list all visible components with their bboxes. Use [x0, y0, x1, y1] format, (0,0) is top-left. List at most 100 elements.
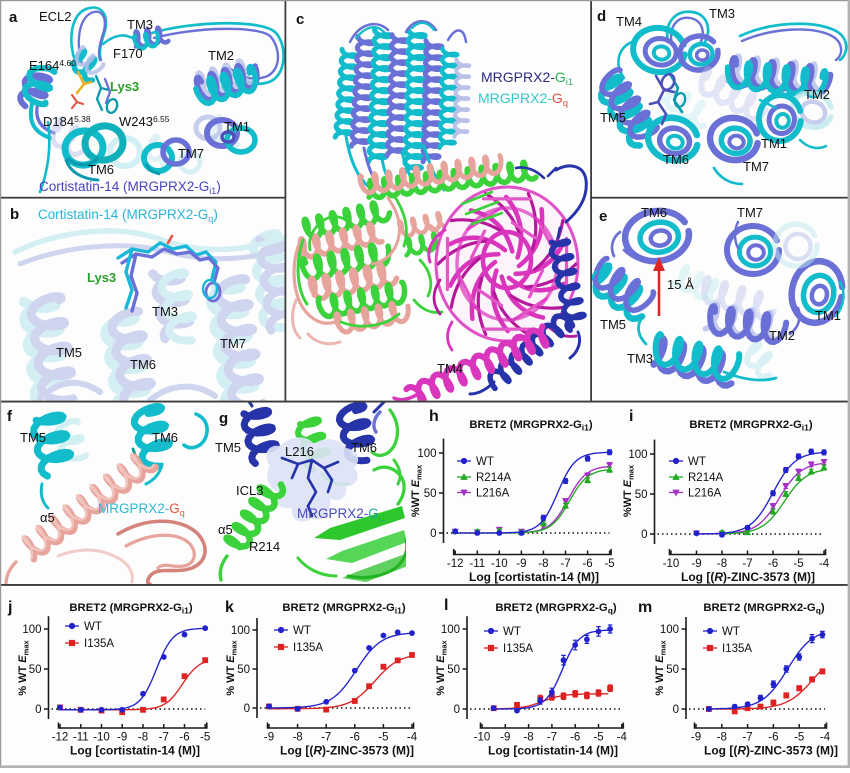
svg-text:-9: -9 [691, 732, 701, 744]
svg-text:TM5: TM5 [56, 345, 82, 360]
svg-text:50: 50 [635, 489, 648, 501]
svg-text:BRET2 (MRGPRX2-Gq): BRET2 (MRGPRX2-Gq) [495, 602, 617, 616]
svg-text:TM7: TM7 [737, 205, 763, 220]
svg-text:TM1: TM1 [224, 119, 250, 134]
svg-text:0: 0 [35, 704, 41, 716]
svg-text:TM7: TM7 [220, 336, 246, 351]
svg-text:α5: α5 [40, 510, 55, 525]
svg-text:-6: -6 [350, 732, 360, 744]
svg-text:-6: -6 [582, 558, 592, 570]
svg-text:TM5: TM5 [215, 440, 241, 455]
svg-text:k: k [225, 599, 234, 616]
svg-text:TM5: TM5 [600, 110, 626, 125]
svg-text:TM6: TM6 [641, 205, 667, 220]
svg-text:e: e [599, 208, 607, 225]
svg-text:BRET2 (MRGPRX2-Gi1): BRET2 (MRGPRX2-Gi1) [282, 602, 405, 616]
svg-text:-5: -5 [200, 732, 210, 744]
svg-text:TM5: TM5 [600, 317, 626, 332]
svg-text:TM7: TM7 [743, 159, 769, 174]
svg-text:l: l [444, 597, 448, 614]
svg-text:L216A: L216A [476, 488, 510, 500]
svg-text:BRET2 (MRGPRX2-Gq): BRET2 (MRGPRX2-Gq) [703, 602, 825, 616]
svg-text:F170: F170 [113, 46, 143, 61]
svg-text:a: a [9, 9, 18, 26]
svg-text:WT: WT [722, 626, 740, 638]
svg-text:TM6: TM6 [351, 440, 377, 455]
svg-text:WT: WT [688, 456, 706, 468]
svg-text:TM2: TM2 [208, 48, 234, 63]
svg-text:-9: -9 [516, 558, 526, 570]
svg-text:Lys3: Lys3 [87, 270, 116, 285]
svg-text:0: 0 [454, 704, 460, 716]
svg-text:-5: -5 [794, 732, 804, 744]
svg-text:0: 0 [430, 528, 436, 540]
svg-text:TM3: TM3 [127, 17, 153, 32]
svg-text:c: c [296, 11, 304, 28]
svg-text:0: 0 [673, 704, 679, 716]
svg-text:-9: -9 [691, 558, 701, 570]
svg-text:TM4: TM4 [437, 361, 463, 376]
svg-text:-8: -8 [523, 732, 533, 744]
svg-text:TM1: TM1 [761, 136, 787, 151]
svg-text:ICL3: ICL3 [236, 483, 263, 498]
svg-text:L216: L216 [285, 444, 314, 459]
svg-text:h: h [429, 408, 439, 425]
svg-text:-4: -4 [820, 732, 831, 744]
svg-text:-5: -5 [793, 558, 803, 570]
svg-text:50: 50 [29, 664, 42, 676]
svg-text:R214A: R214A [688, 472, 723, 484]
svg-text:-11: -11 [73, 732, 89, 744]
svg-text:I135A: I135A [503, 643, 533, 655]
svg-text:I135A: I135A [293, 642, 323, 654]
svg-text:-8: -8 [538, 558, 548, 570]
svg-text:50: 50 [447, 664, 460, 676]
svg-text:-7: -7 [159, 732, 169, 744]
svg-text:-10: -10 [663, 558, 680, 570]
svg-text:R214: R214 [249, 539, 280, 554]
svg-text:BRET2 (MRGPRX2-Gi1): BRET2 (MRGPRX2-Gi1) [69, 602, 192, 616]
svg-text:-8: -8 [717, 558, 727, 570]
svg-text:-8: -8 [138, 732, 148, 744]
svg-text:Log [(R)-ZINC-3573 (M)]: Log [(R)-ZINC-3573 (M)] [681, 570, 815, 584]
svg-text:100: 100 [628, 449, 647, 461]
svg-text:100: 100 [417, 448, 436, 460]
svg-text:-7: -7 [742, 558, 752, 570]
svg-text:WT: WT [503, 626, 521, 638]
svg-text:-5: -5 [593, 732, 603, 744]
svg-text:100: 100 [441, 624, 460, 636]
svg-text:TM5: TM5 [20, 430, 46, 445]
svg-text:100: 100 [22, 624, 41, 636]
svg-text:TM2: TM2 [769, 328, 795, 343]
svg-text:-10: -10 [491, 558, 508, 570]
svg-text:BRET2 (MRGPRX2-Gi1): BRET2 (MRGPRX2-Gi1) [469, 419, 592, 433]
svg-text:-10: -10 [93, 732, 110, 744]
svg-text:-8: -8 [292, 732, 302, 744]
svg-text:Log [cortistatin-14 (M)]: Log [cortistatin-14 (M)] [469, 570, 599, 584]
svg-text:50: 50 [424, 488, 437, 500]
svg-text:-4: -4 [617, 732, 628, 744]
svg-text:-12: -12 [52, 732, 69, 744]
svg-text:0: 0 [244, 703, 250, 715]
svg-text:MRGPRX2-Gq: MRGPRX2-Gq [98, 501, 185, 518]
svg-text:MRGPRX2-Gi1: MRGPRX2-Gi1 [297, 506, 386, 523]
svg-text:Log [(R)-ZINC-3573 (M)]: Log [(R)-ZINC-3573 (M)] [704, 744, 838, 758]
svg-text:-9: -9 [117, 732, 127, 744]
svg-text:-5: -5 [604, 558, 614, 570]
svg-text:I135A: I135A [722, 643, 752, 655]
svg-text:-4: -4 [407, 732, 418, 744]
svg-text:Log [cortistatin-14 (M)]: Log [cortistatin-14 (M)] [70, 744, 200, 758]
svg-text:0: 0 [641, 529, 647, 541]
svg-text:-10: -10 [474, 732, 491, 744]
svg-text:-4: -4 [819, 558, 830, 570]
svg-text:i: i [629, 408, 633, 425]
svg-text:-7: -7 [742, 732, 752, 744]
svg-text:TM7: TM7 [178, 146, 204, 161]
svg-text:m: m [638, 599, 652, 616]
svg-text:-7: -7 [560, 558, 570, 570]
svg-text:TM3: TM3 [152, 304, 178, 319]
svg-text:-6: -6 [179, 732, 189, 744]
svg-text:R214A: R214A [476, 472, 511, 484]
svg-text:-12: -12 [447, 558, 464, 570]
svg-text:b: b [10, 206, 19, 223]
svg-text:50: 50 [237, 664, 250, 676]
